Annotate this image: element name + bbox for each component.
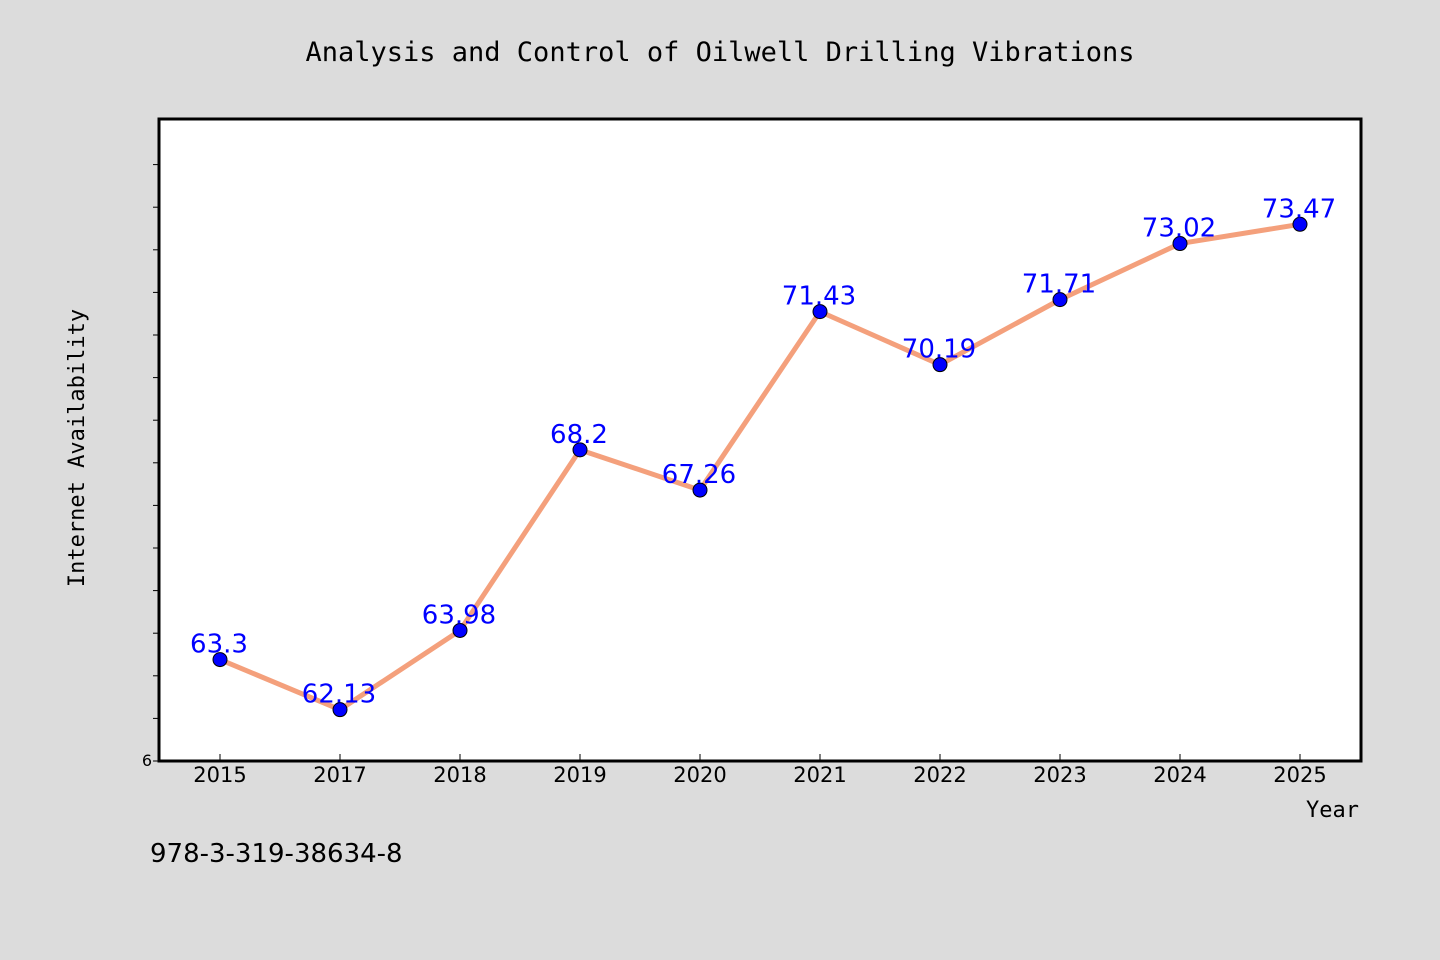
data-point bbox=[1172, 236, 1188, 252]
x-tick-label: 2023 bbox=[1033, 763, 1086, 787]
data-label: 73.47 bbox=[1262, 194, 1336, 224]
x-tick-label: 2015 bbox=[193, 763, 246, 787]
x-axis-ticks: 2015 2017 2018 2019 2020 2021 2022 2023 2024 2025 bbox=[193, 754, 1327, 787]
x-tick-label: 2022 bbox=[913, 763, 966, 787]
data-point bbox=[812, 304, 828, 320]
x-tick-label: 2018 bbox=[433, 763, 486, 787]
x-tick-label: 2017 bbox=[313, 763, 366, 787]
footer-isbn: 978-3-319-38634-8 bbox=[150, 839, 403, 869]
data-label: 68.2 bbox=[550, 420, 608, 450]
data-point bbox=[692, 482, 708, 498]
data-point bbox=[332, 702, 348, 718]
data-label: 63.98 bbox=[422, 600, 496, 630]
data-label: 71.43 bbox=[782, 282, 856, 312]
data-label: 63.3 bbox=[190, 630, 248, 660]
data-markers bbox=[212, 216, 1308, 718]
data-label: 67.26 bbox=[662, 460, 736, 490]
x-tick-label: 2025 bbox=[1273, 763, 1326, 787]
data-label: 62.13 bbox=[302, 680, 376, 710]
series-line bbox=[217, 221, 1303, 713]
x-tick-label: 2021 bbox=[793, 763, 846, 787]
x-tick-label: 2020 bbox=[673, 763, 726, 787]
chart-title: Analysis and Control of Oilwell Drilling… bbox=[305, 37, 1134, 68]
data-point bbox=[1292, 216, 1308, 232]
data-point bbox=[572, 442, 588, 458]
x-axis-label: Year bbox=[1306, 798, 1359, 823]
y-tick-label: 6 bbox=[142, 751, 152, 770]
plot-area bbox=[157, 117, 1363, 763]
data-label: 71.71 bbox=[1022, 270, 1096, 300]
data-label: 70.19 bbox=[902, 335, 976, 365]
data-point bbox=[1052, 292, 1068, 308]
x-tick-label: 2019 bbox=[553, 763, 606, 787]
data-point bbox=[932, 357, 948, 373]
data-point bbox=[452, 622, 468, 638]
data-label: 73.02 bbox=[1142, 214, 1216, 244]
y-axis-label: Internet Availability bbox=[65, 309, 90, 587]
y-axis-ticks bbox=[153, 164, 159, 762]
x-tick-label: 2024 bbox=[1153, 763, 1206, 787]
data-labels: 63.3 62.13 63.98 68.2 67.26 71.43 70.19 71.71 73… bbox=[190, 194, 1336, 709]
data-point bbox=[212, 652, 228, 668]
